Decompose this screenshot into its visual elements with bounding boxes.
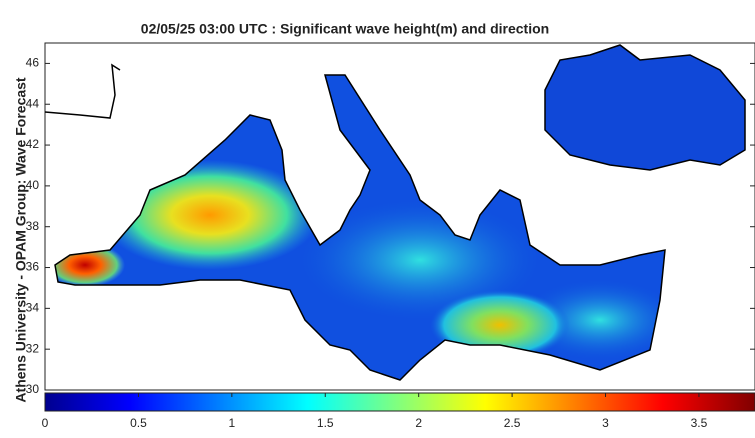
coastline — [54, 74, 666, 381]
y-tick-label: 30 — [26, 382, 40, 396]
y-tick-label: 40 — [26, 178, 40, 192]
y-tick-label: 38 — [26, 219, 40, 233]
colorbar-tick-label: 0.5 — [130, 416, 147, 430]
y-tick-label: 34 — [26, 301, 40, 315]
y-tick-label: 46 — [26, 56, 40, 70]
swell — [430, 290, 570, 360]
y-tick-label: 44 — [26, 96, 40, 110]
colorbar-tick-label: 0 — [42, 416, 49, 430]
map — [44, 42, 755, 391]
colorbar-tick-label: 1.5 — [317, 416, 334, 430]
colorbar-tick-label: 1 — [228, 416, 235, 430]
black-sea — [544, 44, 746, 171]
colorbar-tick-label: 3.5 — [691, 416, 708, 430]
y-tick-label: 42 — [26, 137, 40, 151]
y-tick-label: 32 — [26, 341, 40, 355]
colorbar-tick-label: 3 — [602, 416, 609, 430]
y-tick-label: 36 — [26, 260, 40, 274]
colorbar-tick-label: 2.5 — [504, 416, 521, 430]
swell — [300, 200, 540, 320]
title: 02/05/25 03:00 UTC : Significant wave he… — [141, 21, 549, 37]
colorbar — [44, 392, 755, 412]
coastline — [44, 63, 121, 119]
colorbar-tick-label: 2 — [415, 416, 422, 430]
side-label: Athens University - OPAM Group: Wave For… — [13, 77, 29, 403]
